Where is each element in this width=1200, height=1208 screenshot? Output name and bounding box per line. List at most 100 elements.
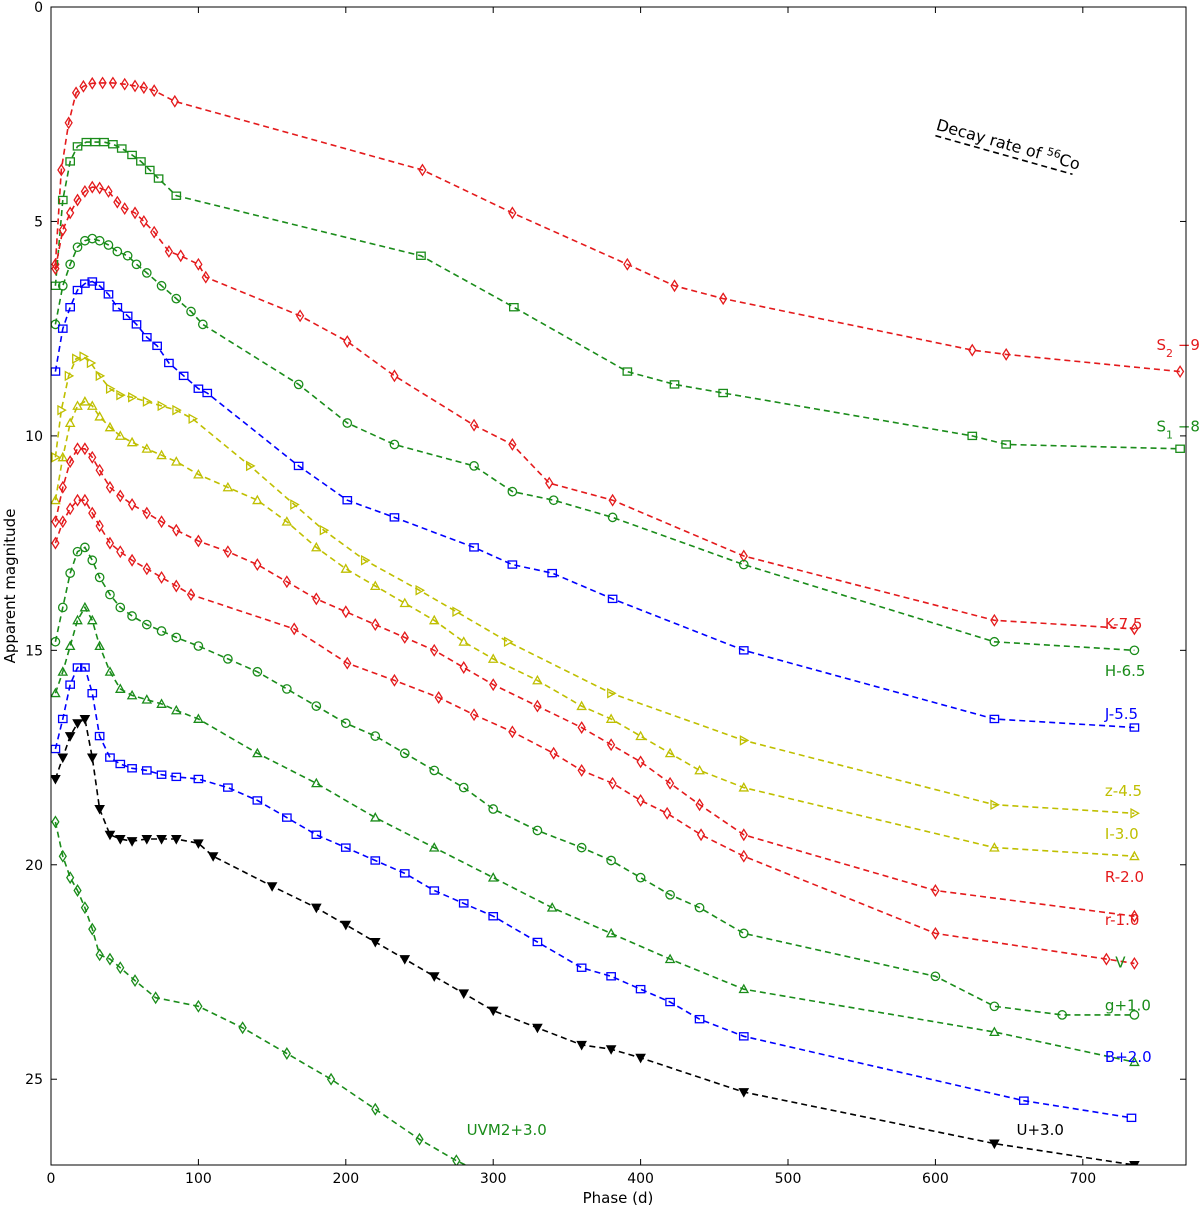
- data-point-11-11: [156, 770, 167, 779]
- series-line-8: [54, 499, 1135, 965]
- data-point-6-3: [72, 400, 83, 410]
- data-point-0-18: [968, 343, 977, 357]
- data-point-6-29: [694, 764, 705, 775]
- data-point-5-13: [188, 413, 199, 425]
- data-point-4-8: [112, 303, 123, 312]
- data-point-2-4: [80, 184, 90, 198]
- data-point-2-11: [139, 214, 148, 228]
- data-point-6-26: [605, 713, 617, 723]
- data-point-1-19: [967, 431, 978, 441]
- data-point-13-16: [415, 1132, 424, 1146]
- data-point-11-28: [665, 997, 675, 1007]
- data-point-2-22: [545, 476, 554, 490]
- series-line-2: [54, 186, 1135, 630]
- data-point-9-20: [399, 748, 410, 759]
- series-layer: [51, 76, 1185, 1165]
- data-point-6-30: [738, 782, 750, 792]
- data-point-11-22: [458, 899, 469, 908]
- data-point-7-2: [66, 455, 75, 469]
- data-point-4-9: [122, 311, 133, 321]
- series-line-0: [54, 82, 1181, 373]
- data-point-10-13: [193, 713, 204, 723]
- series-label-13: UVM2+3.0: [467, 1121, 547, 1139]
- data-point-7-7: [105, 480, 115, 494]
- data-point-8-3: [73, 493, 82, 507]
- data-point-9-25: [576, 842, 587, 853]
- data-point-5-2: [64, 370, 75, 382]
- data-point-5-23: [990, 799, 1000, 811]
- data-point-7-24: [533, 699, 542, 713]
- series-label-base: z-4.5: [1105, 782, 1142, 800]
- data-point-11-3: [72, 663, 83, 672]
- data-point-1-3: [72, 142, 83, 151]
- data-point-8-1: [58, 515, 67, 529]
- data-point-8-19: [508, 725, 517, 739]
- data-point-12-13: [193, 839, 204, 849]
- series-label-base: B+2.0: [1105, 1048, 1152, 1066]
- data-point-13-0: [51, 815, 60, 829]
- series-label-base: I-3.0: [1105, 825, 1139, 843]
- data-point-12-2: [64, 732, 76, 742]
- data-point-3-1: [57, 280, 68, 291]
- y-tick-label: 10: [25, 429, 43, 445]
- data-point-7-5: [88, 450, 97, 464]
- data-point-6-14: [222, 481, 234, 492]
- data-point-7-27: [636, 755, 645, 769]
- x-tick-label: 500: [775, 1171, 802, 1187]
- data-point-1-14: [416, 251, 426, 260]
- data-point-4-1: [57, 324, 68, 333]
- series-label-0: S2 −9.5: [1157, 336, 1200, 360]
- data-point-9-10: [141, 619, 152, 630]
- data-point-7-8: [116, 489, 125, 503]
- x-tick-label: 300: [480, 1171, 507, 1187]
- decay-rate-superscript: 56: [1046, 145, 1063, 161]
- data-point-2-20: [469, 418, 479, 432]
- data-point-2-2: [66, 206, 75, 220]
- data-point-7-32: [1130, 909, 1139, 923]
- data-point-6-0: [51, 494, 61, 505]
- data-point-6-21: [428, 614, 440, 625]
- data-point-2-24: [739, 549, 748, 563]
- data-point-9-13: [193, 641, 204, 651]
- data-point-11-23: [488, 912, 499, 921]
- data-point-1-9: [127, 150, 137, 160]
- data-point-8-28: [1102, 952, 1111, 966]
- data-point-8-29: [1130, 956, 1139, 970]
- data-point-7-12: [172, 523, 181, 537]
- data-point-13-12: [238, 1021, 247, 1035]
- decay-rate-line: [935, 134, 1073, 176]
- series-label-9: V: [1115, 954, 1126, 972]
- data-point-1-18: [718, 388, 729, 398]
- series-label-base: r-1.0: [1105, 911, 1139, 929]
- data-point-0-6: [98, 76, 107, 90]
- data-point-2-3: [73, 193, 82, 207]
- data-point-13-5: [88, 922, 97, 936]
- data-point-12-8: [114, 835, 126, 845]
- data-point-8-22: [608, 776, 617, 790]
- data-point-1-8: [116, 144, 127, 153]
- data-point-9-17: [311, 701, 322, 711]
- data-point-6-7: [104, 421, 116, 432]
- data-point-0-20: [1175, 365, 1185, 379]
- data-point-3-19: [469, 461, 479, 471]
- series-label-1: S1 −8.5: [1157, 418, 1200, 442]
- series-0: [51, 76, 1185, 379]
- data-point-11-7: [105, 753, 115, 762]
- data-point-0-13: [418, 163, 427, 177]
- data-point-2-21: [508, 438, 517, 451]
- data-point-7-14: [223, 545, 233, 559]
- decay-rate-text-end: Co: [1057, 150, 1082, 174]
- data-point-11-25: [576, 963, 587, 972]
- data-point-8-12: [172, 579, 181, 593]
- data-point-5-4: [79, 351, 89, 362]
- data-point-5-0: [51, 452, 61, 463]
- data-point-9-5: [87, 555, 98, 566]
- series-line-7: [54, 447, 1135, 917]
- data-point-3-6: [94, 235, 105, 246]
- data-point-12-3: [72, 719, 83, 729]
- series-label-6: I-3.0: [1105, 825, 1139, 843]
- series-6: [51, 396, 1140, 861]
- data-point-8-8: [116, 545, 125, 559]
- data-point-2-26: [1130, 622, 1139, 636]
- x-tick-label: 400: [627, 1171, 654, 1187]
